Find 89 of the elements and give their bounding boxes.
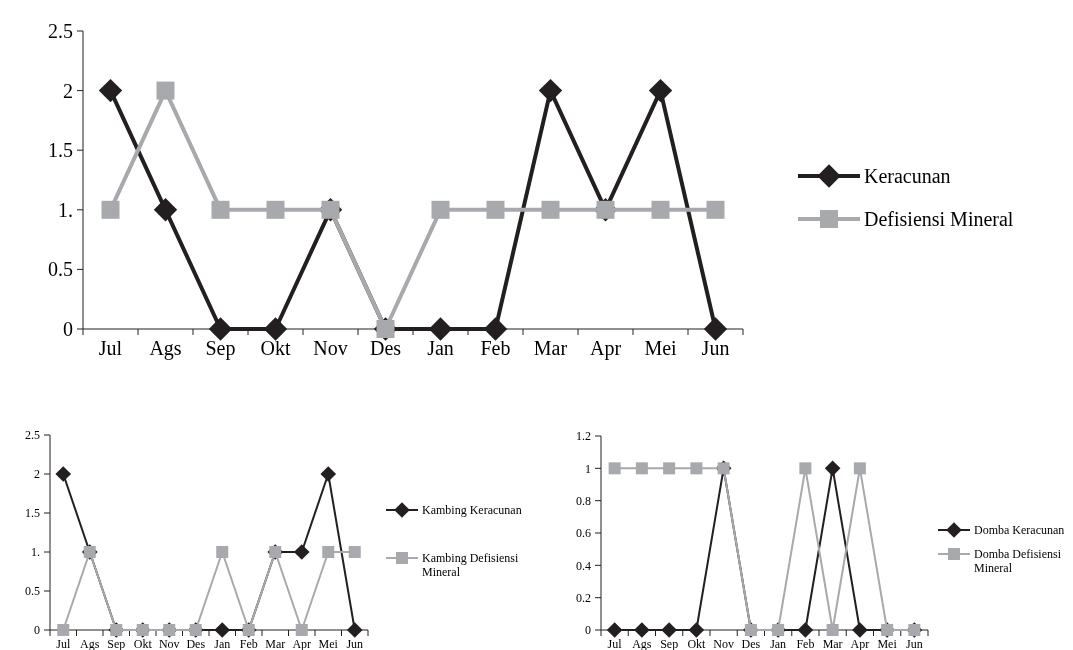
x-tick-label: Des bbox=[369, 337, 402, 359]
x-tick-label: Apr bbox=[850, 637, 870, 650]
legend-label: Keracunan bbox=[864, 165, 951, 187]
x-tick-label: Nov bbox=[158, 637, 180, 650]
x-tick-label: Nov bbox=[313, 337, 348, 359]
y-tick-label: 2 bbox=[34, 467, 40, 482]
x-tick-label: Des bbox=[186, 637, 206, 650]
point bbox=[486, 200, 505, 219]
x-tick-label: Feb bbox=[239, 637, 258, 650]
y-tick-label: 2 bbox=[63, 79, 73, 102]
point bbox=[295, 624, 308, 636]
x-tick-label: Jan bbox=[427, 337, 454, 359]
point bbox=[483, 317, 508, 341]
point bbox=[156, 81, 175, 100]
x-tick-label: Okt bbox=[687, 637, 707, 650]
point bbox=[153, 198, 178, 222]
x-tick-label: Jan bbox=[214, 637, 231, 650]
x-tick-label: Okt bbox=[133, 637, 153, 650]
y-tick-label: 0.5 bbox=[25, 584, 40, 599]
point bbox=[431, 200, 450, 219]
point bbox=[322, 546, 335, 558]
x-tick-label: Jun bbox=[701, 337, 730, 359]
x-tick-label: Mei bbox=[644, 337, 678, 359]
point bbox=[703, 317, 728, 341]
x-tick-label: Apr bbox=[292, 637, 312, 650]
y-tick-label: 0 bbox=[34, 623, 40, 638]
legend-label: Kambing Defisiensi Mineral bbox=[422, 551, 519, 579]
point bbox=[651, 200, 670, 219]
y-tick-label: 0.8 bbox=[576, 493, 591, 508]
x-tick-label: Mar bbox=[533, 337, 568, 359]
y-tick-label: 1 bbox=[585, 461, 591, 476]
point bbox=[98, 78, 123, 103]
y-tick-label: 0 bbox=[63, 318, 73, 340]
point bbox=[55, 466, 72, 482]
x-tick-label: Mei bbox=[318, 637, 339, 650]
x-tick-label: Jul bbox=[98, 337, 123, 359]
legend-label: Kambing Keracunan bbox=[422, 503, 522, 518]
y-tick-label: 1.5 bbox=[25, 506, 40, 521]
x-tick-label: Mar bbox=[822, 637, 843, 650]
point bbox=[648, 78, 673, 103]
x-tick-label: Ags bbox=[632, 637, 652, 650]
y-tick-label: 2.5 bbox=[25, 428, 40, 443]
legend-label: Domba Defisiensi Mineral bbox=[974, 547, 1062, 575]
point bbox=[101, 200, 120, 219]
x-tick-label: Sep bbox=[107, 637, 126, 650]
point bbox=[214, 622, 231, 638]
x-tick-label: Okt bbox=[260, 337, 291, 359]
y-tick-label: 0.2 bbox=[576, 590, 591, 605]
point bbox=[208, 317, 233, 341]
y-tick-label: 0.4 bbox=[576, 558, 591, 573]
y-tick-label: 1.5 bbox=[48, 139, 73, 162]
x-tick-label: Jul bbox=[607, 637, 623, 650]
x-tick-label: Mei bbox=[877, 637, 898, 650]
point bbox=[266, 200, 285, 219]
x-tick-label: Ags bbox=[80, 637, 100, 650]
legend-label: Defisiensi Mineral bbox=[864, 208, 1014, 230]
y-tick-label: 0 bbox=[585, 623, 591, 638]
point bbox=[211, 200, 230, 219]
x-tick-label: Ags bbox=[149, 337, 182, 360]
y-tick-label: 0.6 bbox=[576, 526, 591, 541]
point bbox=[320, 466, 337, 482]
x-tick-label: Feb bbox=[480, 337, 511, 359]
x-tick-label: Jan bbox=[770, 637, 787, 650]
point bbox=[538, 78, 563, 103]
y-tick-label: 1. bbox=[58, 198, 73, 221]
y-tick-label: 2.5 bbox=[48, 20, 73, 42]
point bbox=[428, 317, 453, 341]
x-tick-label: Feb bbox=[796, 637, 815, 650]
x-tick-label: Jul bbox=[56, 637, 71, 650]
point bbox=[293, 544, 310, 560]
x-tick-label: Mar bbox=[265, 637, 286, 650]
x-tick-label: Des bbox=[741, 637, 761, 650]
point bbox=[706, 200, 725, 219]
x-tick-label: Sep bbox=[205, 337, 236, 360]
x-tick-label: Nov bbox=[713, 637, 734, 650]
x-tick-label: Jun bbox=[906, 637, 923, 650]
point bbox=[348, 546, 361, 558]
y-tick-label: 1.2 bbox=[576, 429, 591, 444]
legend-label: Domba Keracunan bbox=[974, 523, 1065, 538]
point bbox=[216, 546, 229, 558]
y-tick-label: 1. bbox=[31, 545, 40, 560]
x-tick-label: Sep bbox=[660, 637, 679, 650]
point bbox=[541, 200, 560, 219]
point bbox=[57, 624, 70, 636]
point bbox=[263, 317, 288, 341]
x-tick-label: Apr bbox=[589, 337, 622, 360]
x-tick-label: Jun bbox=[346, 637, 364, 650]
point bbox=[346, 622, 363, 638]
y-tick-label: 0.5 bbox=[48, 258, 73, 281]
